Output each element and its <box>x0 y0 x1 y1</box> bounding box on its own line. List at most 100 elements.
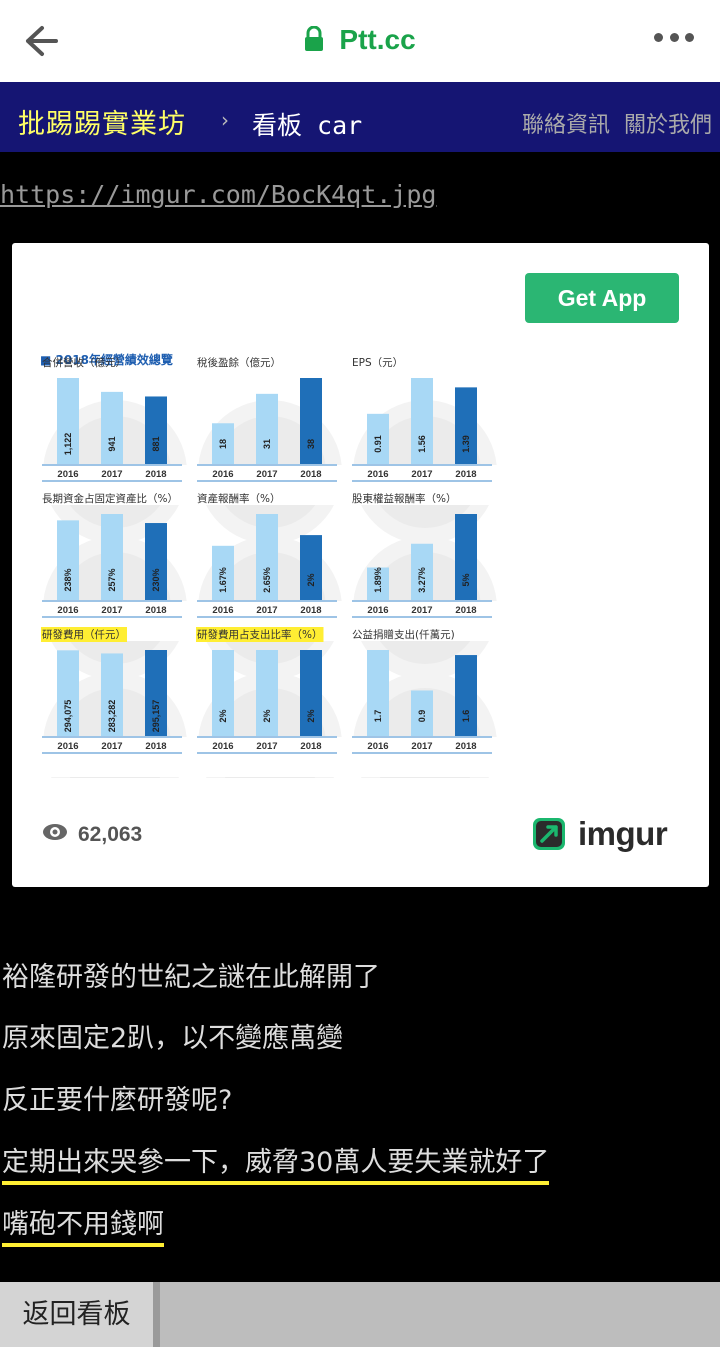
bar-label: 0.91 <box>373 435 383 453</box>
get-app-button[interactable]: Get App <box>525 273 679 323</box>
bar-label: 1.56 <box>417 435 427 453</box>
year-label: 2017 <box>411 741 432 752</box>
panel-title: EPS（元） <box>352 357 403 369</box>
bar <box>411 690 433 736</box>
year-label: 2017 <box>101 741 122 752</box>
bar <box>145 523 167 600</box>
bar <box>101 391 123 464</box>
year-label: 2016 <box>57 469 78 480</box>
bar <box>411 378 433 464</box>
year-label: 2018 <box>145 469 166 480</box>
board-link[interactable]: 看板 car <box>252 111 363 140</box>
bar-label: 2% <box>306 709 316 722</box>
bar <box>256 514 278 600</box>
year-label: 2016 <box>367 469 388 480</box>
header-links: 聯絡資訊 關於我們 <box>508 107 712 139</box>
address-bar[interactable]: Ptt.cc <box>0 24 720 56</box>
year-label: 2016 <box>57 741 78 752</box>
panel-mask <box>193 737 348 777</box>
bar-label: 1.67% <box>218 567 228 593</box>
year-label: 2016 <box>57 605 78 616</box>
bar-label: 2% <box>262 709 272 722</box>
imgur-embed[interactable]: Get App ■ 2018年經營績效總覽 合併營收（億元） 1,122 2016 9… <box>12 243 709 887</box>
view-count: 62,063 <box>42 823 142 847</box>
panel-mask <box>40 737 193 777</box>
bar <box>300 650 322 736</box>
bar-label: 294,075 <box>63 700 73 733</box>
bar <box>455 387 477 464</box>
about-link[interactable]: 關於我們 <box>623 113 712 138</box>
bar <box>57 650 79 736</box>
contact-link[interactable]: 聯絡資訊 <box>521 113 610 138</box>
browser-toolbar: Ptt.cc <box>0 0 720 82</box>
year-label: 2018 <box>455 741 476 752</box>
bottom-divider <box>153 1282 160 1347</box>
bar-label: 881 <box>151 436 161 451</box>
imgur-logo-icon <box>533 818 565 850</box>
year-label: 2017 <box>101 605 122 616</box>
bar <box>57 378 79 464</box>
year-label: 2016 <box>212 741 233 752</box>
image-url-link[interactable]: https://imgur.com/BocK4qt.jpg <box>0 180 437 209</box>
chart-heading: ■ 2018年經營績效總覽 <box>40 353 173 367</box>
year-label: 2018 <box>145 741 166 752</box>
back-arrow-icon[interactable] <box>22 22 62 60</box>
year-label: 2017 <box>411 469 432 480</box>
year-label: 2018 <box>455 469 476 480</box>
panel-mask <box>348 737 500 777</box>
bar-label: 1,122 <box>63 433 73 456</box>
panel-title: 公益捐贈支出(仟萬元) <box>352 628 455 641</box>
bar-label: 1.89% <box>373 567 383 593</box>
year-label: 2017 <box>411 605 432 616</box>
bar <box>455 655 477 736</box>
bar <box>101 514 123 600</box>
year-label: 2016 <box>212 605 233 616</box>
site-brand-link[interactable]: 批踢踢實業坊 <box>18 109 186 140</box>
bar <box>212 545 234 600</box>
year-label: 2016 <box>212 469 233 480</box>
bar-label: 1.6 <box>461 710 471 723</box>
bar <box>57 520 79 600</box>
bar-label: 2.65% <box>262 567 272 593</box>
year-label: 2018 <box>145 605 166 616</box>
back-to-board-button[interactable]: 返回看板 <box>0 1282 153 1347</box>
imgur-logo[interactable]: imgur <box>532 815 668 853</box>
panel-mask <box>348 601 500 641</box>
bar <box>101 653 123 736</box>
bar-label: 230% <box>151 568 161 591</box>
year-label: 2017 <box>256 605 277 616</box>
more-icon[interactable] <box>654 33 694 47</box>
bar-label: 1.7 <box>373 710 383 723</box>
bar-label: 2% <box>306 573 316 586</box>
lock-icon <box>304 25 324 56</box>
bar <box>455 514 477 600</box>
year-label: 2018 <box>300 605 321 616</box>
bar-label: 31 <box>262 439 272 449</box>
panel-title: 稅後盈餘（億元） <box>197 356 281 369</box>
panel-title: 合併營收（億元） <box>42 356 126 369</box>
post-line-highlighted: 定期出來哭參一下，威脅30萬人要失業就好了 <box>2 1140 550 1185</box>
panel-mask <box>40 465 193 505</box>
year-label: 2017 <box>256 741 277 752</box>
year-label: 2018 <box>300 741 321 752</box>
bar-label: 1.39 <box>461 435 471 453</box>
panel-title: 股東權益報酬率（%） <box>352 492 456 505</box>
bar <box>300 378 322 464</box>
bar-label: 3.27% <box>417 567 427 593</box>
bar <box>367 413 389 464</box>
url-text: Ptt.cc <box>339 24 416 55</box>
bar-label: 295,157 <box>151 700 161 733</box>
bar <box>256 393 278 464</box>
year-label: 2016 <box>367 605 388 616</box>
bar-label: 257% <box>107 568 117 591</box>
bar-label: 283,282 <box>107 700 117 733</box>
year-label: 2016 <box>367 741 388 752</box>
post-line-highlighted: 嘴砲不用錢啊 <box>2 1202 164 1247</box>
bar-label: 18 <box>218 439 228 449</box>
bar-label: 238% <box>63 568 73 591</box>
panel-title: 資產報酬率（%） <box>197 492 280 505</box>
bar <box>367 567 389 600</box>
panel-mask <box>193 465 348 505</box>
bar-label: 2% <box>218 709 228 722</box>
bar <box>367 650 389 736</box>
